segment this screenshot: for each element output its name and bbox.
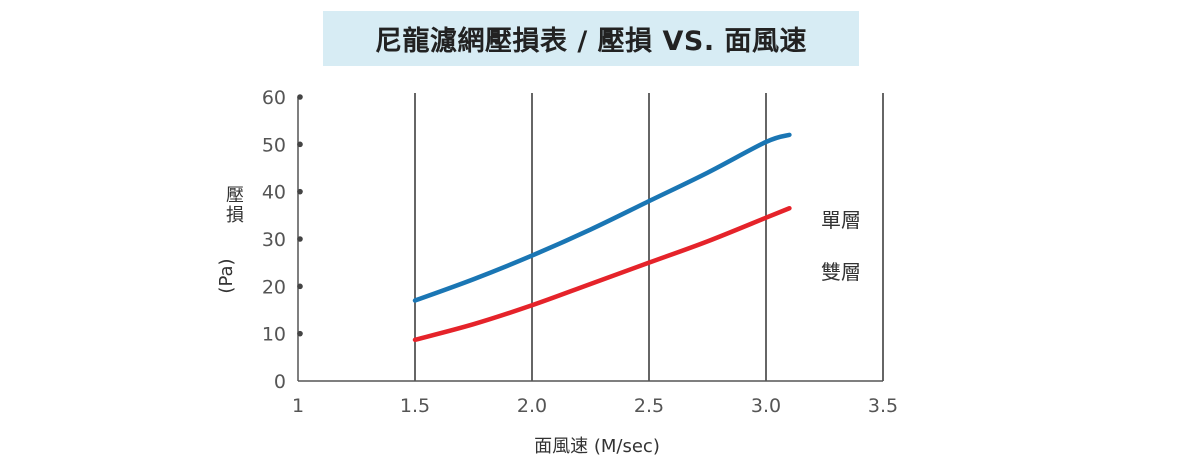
chart-title: 尼龍濾網壓損表 / 壓損 VS. 面風速 xyxy=(374,26,808,57)
x-axis-label: 面風速 (M/sec) xyxy=(534,436,660,457)
y-tick-mark xyxy=(297,188,303,195)
series-line xyxy=(412,132,792,303)
y-tick-mark xyxy=(297,283,303,290)
y-tick-mark xyxy=(297,330,303,337)
y-tick-mark xyxy=(297,141,303,148)
x-tick-label: 3.5 xyxy=(868,395,898,417)
y-tick-label: 30 xyxy=(262,229,286,251)
y-tick-mark xyxy=(297,236,303,242)
grid-lines xyxy=(414,93,884,381)
chart-title-box: 尼龍濾網壓損表 / 壓損 VS. 面風速 xyxy=(323,11,859,66)
y-ticks: 0 10 20 30 40 50 60 xyxy=(262,87,303,393)
y-axis-label: 壓損 xyxy=(226,185,244,226)
x-tick-label: 3.0 xyxy=(751,395,781,417)
legend-label: 雙層 xyxy=(821,260,861,284)
x-tick-label: 1.5 xyxy=(400,395,430,417)
y-tick-mark xyxy=(297,94,303,100)
y-tick-label: 0 xyxy=(274,371,286,393)
y-tick-label: 40 xyxy=(262,182,286,204)
x-ticks: 1 1.5 2.0 2.5 3.0 3.5 xyxy=(292,395,898,417)
x-tick-label: 2.0 xyxy=(517,395,547,417)
x-tick-label: 2.5 xyxy=(634,395,664,417)
series-lines xyxy=(412,132,792,343)
y-tick-label: 10 xyxy=(262,324,286,346)
y-tick-label: 60 xyxy=(262,87,286,109)
series-line xyxy=(412,205,792,343)
y-tick-label: 50 xyxy=(262,134,286,156)
y-tick-label: 20 xyxy=(262,276,286,298)
x-tick-label: 1 xyxy=(292,395,304,417)
y-axis-unit: (Pa) xyxy=(216,258,237,293)
legend-label: 單層 xyxy=(821,208,861,232)
